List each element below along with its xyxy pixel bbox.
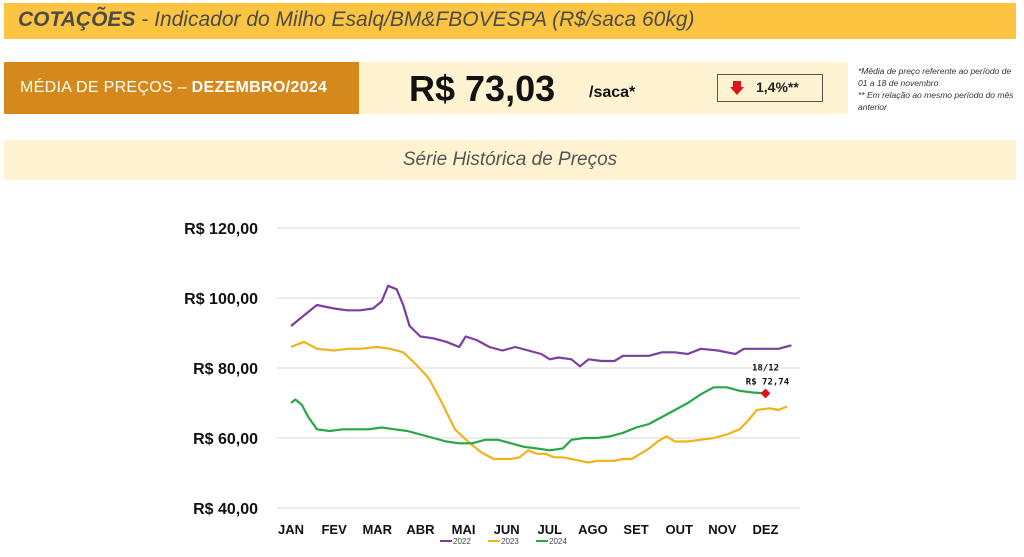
footnote-1: *Média de preço referente ao período de … bbox=[858, 66, 1012, 88]
x-tick-label: DEZ bbox=[752, 522, 778, 537]
x-tick-label: JUN bbox=[494, 522, 520, 537]
y-tick-label: R$ 80,00 bbox=[193, 361, 258, 378]
x-tick-label: FEV bbox=[321, 522, 347, 537]
legend-label-2024: 2024 bbox=[549, 537, 567, 546]
y-tick-label: R$ 60,00 bbox=[193, 431, 258, 448]
y-tick-label: R$ 40,00 bbox=[193, 501, 258, 518]
annotation-marker bbox=[760, 388, 771, 399]
x-tick-label: AGO bbox=[578, 522, 608, 537]
average-label: MÉDIA DE PREÇOS – DEZEMBRO/2024 bbox=[4, 62, 359, 114]
y-tick-label: R$ 100,00 bbox=[184, 291, 258, 308]
title-bold: COTAÇÕES bbox=[18, 8, 136, 31]
average-price-box: R$ 73,03 /saca* 1,4%** bbox=[359, 62, 848, 114]
arrow-down-icon bbox=[730, 81, 744, 95]
x-tick-label: MAI bbox=[452, 522, 476, 537]
change-badge: 1,4%** bbox=[717, 74, 823, 102]
x-tick-label: ABR bbox=[406, 522, 435, 537]
title-rest: - Indicador do Milho Esalq/BM&FBOVESPA (… bbox=[135, 8, 695, 31]
x-tick-label: SET bbox=[623, 522, 648, 537]
y-tick-label: R$ 120,00 bbox=[184, 221, 258, 238]
price-unit: /saca* bbox=[589, 84, 636, 101]
series-line-2022 bbox=[290, 284, 792, 368]
footnotes: *Média de preço referente ao período de … bbox=[858, 65, 1018, 113]
average-price: R$ 73,03 bbox=[409, 68, 556, 109]
average-label-period: DEZEMBRO/2024 bbox=[191, 79, 328, 96]
annotation-value: R$ 72,74 bbox=[746, 377, 790, 387]
change-value: 1,4%** bbox=[756, 79, 799, 95]
annotation-date: 18/12 bbox=[752, 363, 779, 373]
x-tick-label: OUT bbox=[665, 522, 693, 537]
page-title: COTAÇÕES - Indicador do Milho Esalq/BM&F… bbox=[18, 8, 695, 32]
series-line-2023 bbox=[290, 340, 788, 464]
x-tick-label: JAN bbox=[278, 522, 304, 537]
x-tick-label: JUL bbox=[538, 522, 563, 537]
footnote-2: ** Em relação ao mesmo período do mês an… bbox=[858, 90, 1014, 112]
series-line-2024 bbox=[290, 386, 766, 452]
average-label-prefix: MÉDIA DE PREÇOS – bbox=[20, 79, 192, 96]
title-bar: COTAÇÕES - Indicador do Milho Esalq/BM&F… bbox=[4, 3, 1016, 39]
chart-title: Série Histórica de Preços bbox=[4, 140, 1016, 180]
legend-label-2023: 2023 bbox=[501, 537, 519, 546]
legend-label-2022: 2022 bbox=[453, 537, 471, 546]
x-tick-label: NOV bbox=[708, 522, 737, 537]
x-tick-label: MAR bbox=[362, 522, 392, 537]
